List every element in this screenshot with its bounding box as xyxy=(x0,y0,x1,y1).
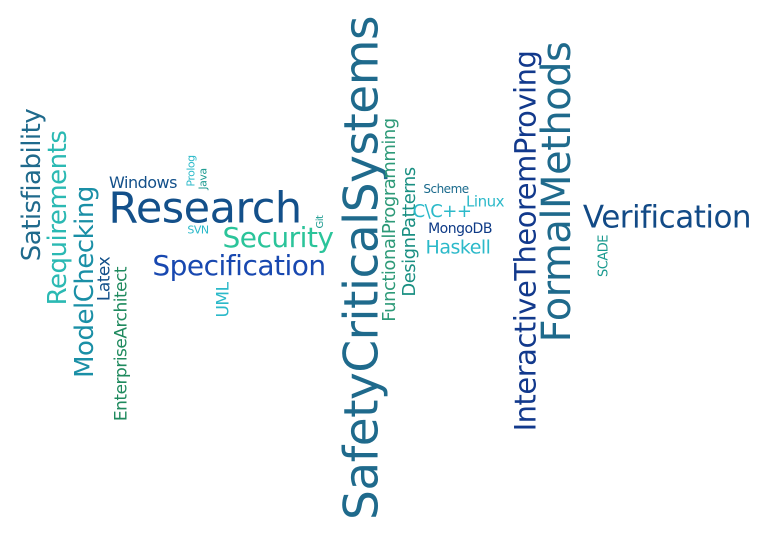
word-scade: SCADE xyxy=(596,235,612,277)
word-linux: Linux xyxy=(466,192,504,211)
word-haskell: Haskell xyxy=(425,236,491,259)
word-requirements: Requirements xyxy=(43,130,73,306)
word-design-patterns: DesignPatterns xyxy=(399,167,420,297)
word-functional-programming: FunctionalProgramming xyxy=(379,118,400,322)
word-enterprise-architect: EnterpriseArchitect xyxy=(111,266,132,422)
word-satisfiability: Satisfiability xyxy=(17,108,47,262)
word-git: Git xyxy=(315,215,326,229)
word-research: Research xyxy=(108,183,302,234)
word-svn: SVN xyxy=(187,223,209,237)
word-uml: UML xyxy=(213,282,234,318)
word-latex: Latex xyxy=(94,256,115,302)
word-c-cpp: C\C++ xyxy=(412,201,472,222)
word-scheme: Scheme xyxy=(423,182,469,196)
word-security: Security xyxy=(222,221,334,254)
word-formal-methods: FormalMethods xyxy=(534,41,580,343)
word-interactive-theorem-proving: InteractiveTheoremProving xyxy=(508,50,543,432)
word-verification: Verification xyxy=(582,199,752,236)
word-java: Java xyxy=(196,168,210,190)
word-prolog: Prolog xyxy=(184,155,198,187)
word-mongodb: MongoDB xyxy=(428,221,492,237)
word-windows: Windows xyxy=(109,173,177,192)
word-specification: Specification xyxy=(152,249,326,282)
